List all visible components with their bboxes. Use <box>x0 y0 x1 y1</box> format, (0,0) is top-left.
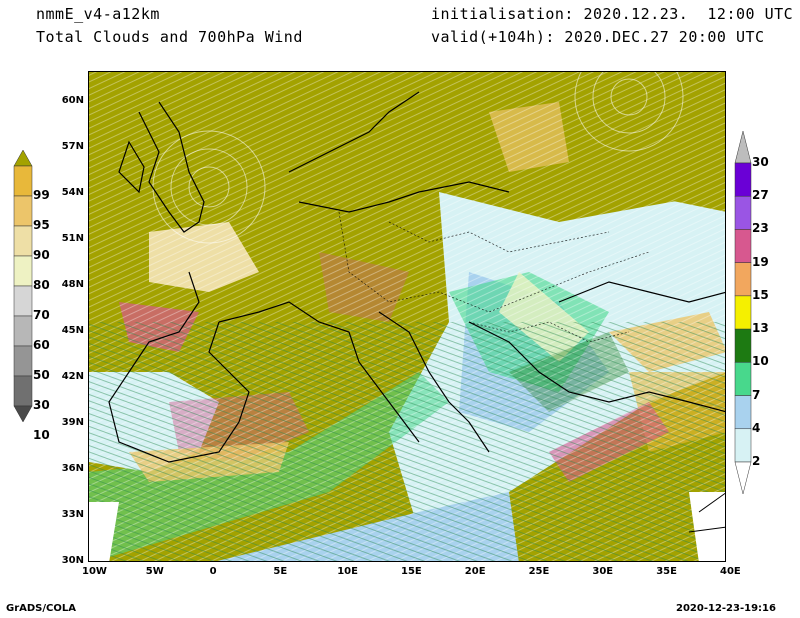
wind-legend-label: 4 <box>752 420 761 435</box>
cloud-legend-label: 90 <box>33 248 50 262</box>
lat-label: 48N <box>61 279 84 290</box>
wind-legend-swatch <box>734 461 752 494</box>
forecast-map <box>88 71 726 562</box>
lat-label: 51N <box>61 233 84 244</box>
lat-label: 36N <box>61 463 84 474</box>
wind-legend-label: 30 <box>752 155 769 169</box>
lat-label: 60N <box>61 95 84 106</box>
wind-legend-label: 10 <box>752 354 769 369</box>
cloud-legend-label: 95 <box>33 218 50 232</box>
wind-legend-swatch <box>734 162 752 197</box>
wind-legend-swatch <box>734 362 752 396</box>
cloud-legend-label: 60 <box>33 338 50 352</box>
wind-legend-bar <box>734 131 752 494</box>
cloud-legend-swatch <box>13 255 33 287</box>
lon-label: 10E <box>337 566 358 577</box>
lon-label: 5W <box>145 566 164 577</box>
lat-label: 45N <box>61 325 84 336</box>
footer-timestamp: 2020-12-23-19:16 <box>676 603 776 614</box>
lat-label: 57N <box>61 141 84 152</box>
lat-label: 39N <box>61 417 84 428</box>
wind-legend-swatch <box>734 229 752 263</box>
cloud-legend-label: 80 <box>33 278 50 292</box>
lat-label: 33N <box>61 509 84 520</box>
cloud-legend-swatch <box>13 315 33 347</box>
lon-label: 5E <box>273 566 288 577</box>
lat-label: 30N <box>61 555 84 566</box>
cloud-legend-label: 99 <box>33 188 50 202</box>
cloud-legend-swatch <box>13 285 33 317</box>
wind-legend-swatch <box>734 295 752 330</box>
wind-legend-label: 27 <box>752 188 769 203</box>
lon-label: 25E <box>528 566 550 577</box>
lon-label: 0 <box>209 566 217 577</box>
valid-time: valid(+104h): 2020.DEC.27 20:00 UTC <box>431 28 765 46</box>
footer-credit: GrADS/COLA <box>6 603 76 614</box>
lon-label: 35E <box>656 566 677 577</box>
lon-label: 15E <box>401 566 422 577</box>
cloud-legend-label: 70 <box>33 308 50 322</box>
lon-label: 40E <box>720 566 741 577</box>
cloud-legend-swatch <box>13 225 33 257</box>
lat-label: 54N <box>61 187 84 198</box>
lat-label: 42N <box>61 371 84 382</box>
cloud-wind-field <box>89 72 725 561</box>
wind-legend-swatch <box>734 262 752 297</box>
cloud-legend-swatch <box>13 375 33 407</box>
cloud-legend-label: 30 <box>33 398 50 412</box>
model-title: nmmE_v4-a12km <box>36 5 160 23</box>
cloud-legend-swatch <box>13 405 33 423</box>
lon-label: 10W <box>82 566 107 577</box>
wind-legend-swatch <box>734 428 752 463</box>
lon-label: 30E <box>592 566 614 577</box>
cloud-legend-swatch <box>13 345 33 377</box>
lon-label: 20E <box>464 566 486 577</box>
init-time: initialisation: 2020.12.23. 12:00 UTC <box>431 5 794 23</box>
wind-legend-swatch <box>734 195 752 230</box>
cloud-legend-swatch <box>13 150 33 167</box>
cloud-legend-swatch <box>13 195 33 227</box>
wind-legend-label: 19 <box>752 254 769 269</box>
wind-legend-swatch <box>734 395 752 430</box>
wind-legend-label: 7 <box>752 387 761 402</box>
wind-legend-label: 2 <box>752 454 761 468</box>
cloud-legend-label: 10 <box>33 428 50 442</box>
cloud-legend-swatch <box>13 165 33 197</box>
wind-legend-swatch <box>734 328 752 363</box>
cloud-legend-label: 50 <box>33 368 50 382</box>
cloud-legend-bar <box>13 150 33 423</box>
wind-legend-label: 15 <box>752 287 769 302</box>
wind-legend-label: 23 <box>752 221 769 236</box>
wind-legend-swatch <box>734 131 752 164</box>
wind-legend-label: 13 <box>752 321 769 336</box>
field-title: Total Clouds and 700hPa Wind <box>36 28 303 46</box>
